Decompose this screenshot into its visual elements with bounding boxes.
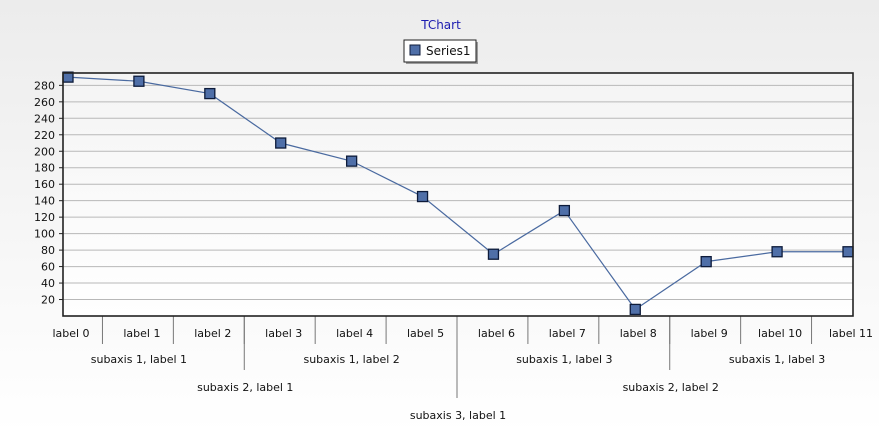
y-tick-label: 20 <box>41 294 55 307</box>
y-axis: 20 40 60 80 100 120 140 160 180 200 220 240 260 280 <box>34 79 63 307</box>
subaxis-label: subaxis 3, label 1 <box>410 409 506 422</box>
subaxis-label: subaxis 2, label 2 <box>623 381 719 394</box>
x-tick-label: label 10 <box>758 327 802 340</box>
y-tick-label: 240 <box>34 112 55 125</box>
data-point <box>558 204 571 217</box>
subaxis-label: subaxis 1, label 2 <box>303 353 399 366</box>
subaxis-label: subaxis 1, label 3 <box>516 353 612 366</box>
y-tick-label: 280 <box>34 79 55 92</box>
subaxis-label: subaxis 2, label 1 <box>197 381 293 394</box>
y-tick-label: 80 <box>41 244 55 257</box>
x-tick-label: label 1 <box>123 327 160 340</box>
data-point <box>842 246 854 258</box>
data-point <box>629 303 641 316</box>
y-tick-label: 120 <box>34 211 55 224</box>
x-tick-label: label 11 <box>829 327 873 340</box>
y-tick-label: 40 <box>41 277 55 290</box>
data-point <box>416 190 429 203</box>
x-tick-label: label 6 <box>478 327 515 340</box>
x-tick-label: label 4 <box>336 327 373 340</box>
legend-label: Series1 <box>426 44 471 58</box>
chart-title: TChart <box>420 18 461 32</box>
data-point <box>275 137 287 149</box>
x-tick-label: label 5 <box>407 327 444 340</box>
legend: Series1 <box>403 39 478 64</box>
x-tick-label: label 0 <box>52 327 89 340</box>
series-1 <box>62 71 854 316</box>
y-tick-label: 180 <box>34 162 55 175</box>
y-tick-label: 220 <box>34 129 55 142</box>
data-point <box>133 75 145 87</box>
data-point <box>771 246 783 258</box>
subaxis-label: subaxis 1, label 1 <box>91 353 187 366</box>
x-tick-label: label 7 <box>549 327 586 340</box>
legend-marker-icon <box>409 44 421 56</box>
x-subaxes: subaxis 1, label 1 subaxis 1, label 2 suba… <box>91 316 825 422</box>
y-tick-label: 200 <box>34 145 55 158</box>
plot-frame <box>62 72 854 317</box>
x-tick-label: label 9 <box>691 327 728 340</box>
y-tick-label: 60 <box>41 261 55 274</box>
y-tick-label: 160 <box>34 178 55 191</box>
x-axis: label 0 label 1 label 2 label 3 label 4 label… <box>52 316 873 344</box>
legend-box <box>403 39 477 63</box>
data-point <box>345 155 358 167</box>
plot-area <box>63 73 853 316</box>
data-point <box>700 255 712 268</box>
grid <box>63 84 853 301</box>
x-tick-label: label 8 <box>620 327 657 340</box>
y-tick-label: 100 <box>34 228 55 241</box>
data-point <box>204 87 216 100</box>
x-tick-label: label 3 <box>265 327 302 340</box>
y-tick-label: 260 <box>34 96 55 109</box>
x-tick-label: label 2 <box>194 327 231 340</box>
y-tick-label: 140 <box>34 195 55 208</box>
subaxis-label: subaxis 1, label 3 <box>729 353 825 366</box>
data-point <box>487 248 500 260</box>
series-line <box>67 76 848 311</box>
